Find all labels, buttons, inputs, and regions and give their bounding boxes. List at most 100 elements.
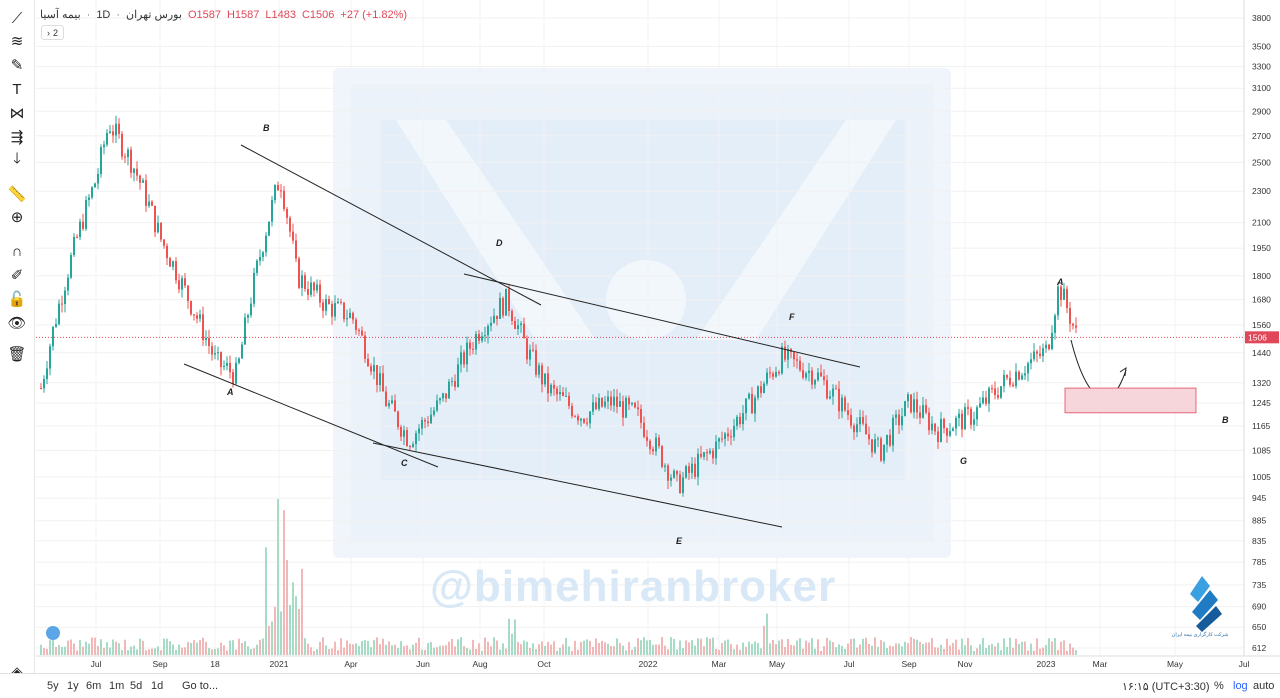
candle-body [199, 314, 201, 319]
timezone-clock[interactable]: ۱۶:۱۵ (UTC+3:30) [1122, 681, 1210, 693]
candle-body [1024, 373, 1026, 376]
candle-body [628, 397, 630, 405]
volume-bar [709, 638, 711, 655]
candle-body [646, 436, 648, 441]
candle-body [874, 439, 876, 453]
volume-bar [247, 646, 249, 655]
candle-body [76, 236, 78, 238]
range-1d-button[interactable]: 1d [151, 680, 164, 692]
broker-caption: شرکت کارگزاری بیمه ایران [1171, 632, 1229, 638]
volume-bar [259, 639, 261, 655]
layers-icon[interactable]: ◈ [5, 662, 29, 682]
candle-body [229, 363, 231, 373]
volume-bar [565, 637, 567, 655]
candle-body [67, 277, 69, 291]
candle-body [571, 405, 573, 417]
volume-bar [298, 608, 300, 655]
volume-bar [811, 638, 813, 655]
auto-toggle[interactable]: auto [1253, 680, 1275, 692]
volume-bar [973, 650, 975, 655]
trash-icon[interactable]: 🗑 [7, 346, 27, 363]
volume-bar [268, 625, 270, 655]
volume-bar [772, 639, 774, 655]
volume-bar [1066, 650, 1068, 655]
log-toggle[interactable]: log [1233, 680, 1248, 692]
candle-body [847, 410, 849, 415]
candle-body [397, 411, 399, 428]
range-1m-button[interactable]: 1m [109, 680, 125, 692]
magnet-icon[interactable]: ∩ [11, 242, 23, 260]
volume-bar [610, 645, 612, 655]
candle-body [136, 168, 138, 176]
text-tool-icon[interactable]: T [12, 80, 22, 98]
volume-bar [172, 644, 174, 655]
candle-body [328, 298, 330, 305]
volume-bar [328, 649, 330, 655]
candle-body [415, 433, 417, 445]
candle-body [382, 373, 384, 392]
goto-button[interactable]: Go to... [182, 680, 219, 692]
candle-body [1009, 377, 1011, 385]
volume-bar [49, 640, 51, 655]
range-5d-button[interactable]: 5d [130, 680, 143, 692]
volume-bar [103, 647, 105, 655]
brush-tool-icon[interactable]: ✎ [10, 57, 24, 74]
volume-bar [457, 639, 459, 655]
volume-bar [1021, 641, 1023, 655]
volume-bar [988, 645, 990, 655]
candle-body [658, 437, 660, 447]
trend-line-tool-icon[interactable]: ⟋ [11, 9, 23, 27]
candle-body [235, 362, 237, 384]
volume-bar [583, 640, 585, 655]
candle-body [319, 284, 321, 303]
candle-body [532, 349, 534, 351]
range-6m-button[interactable]: 6m [86, 680, 102, 692]
arrow-down-icon[interactable]: 🡓 [13, 149, 21, 167]
interval[interactable]: 1D [96, 8, 111, 21]
candle-body [820, 372, 822, 377]
pattern-tool-icon[interactable]: ⋈ [9, 105, 25, 122]
indicators-toggle-button[interactable]: › 2 [41, 25, 65, 40]
zoom-in-icon[interactable]: ⊕ [10, 209, 24, 226]
volume-bar [862, 638, 864, 655]
candle-body [649, 440, 651, 450]
candle-body [736, 416, 738, 426]
price-tick-label: 2300 [1252, 186, 1271, 196]
candle-body [814, 380, 816, 385]
percent-toggle[interactable]: % [1214, 680, 1224, 692]
ruler-tool-icon[interactable]: 📏 [7, 186, 27, 203]
volume-bar [601, 640, 603, 655]
volume-bar [94, 637, 96, 655]
wave-label: E [676, 536, 683, 546]
symbol-name[interactable]: بیمه آسیا [40, 9, 81, 21]
volume-bar [139, 638, 141, 655]
volume-bar [889, 645, 891, 655]
candle-body [697, 453, 699, 477]
price-axis[interactable]: 3800 3500 3300 3100 2900 2700 2500 2300 2100 1950… [1243, 0, 1279, 656]
watermark-text: @bimehiranbroker [430, 562, 837, 611]
candle-body [550, 384, 552, 394]
volume-bar [703, 646, 705, 655]
candle-body [637, 407, 639, 410]
volume-bar [970, 645, 972, 655]
range-1y-button[interactable]: 1y [67, 680, 79, 692]
candle-body [154, 205, 156, 233]
candle-body [781, 346, 783, 374]
fib-tool-icon[interactable]: ≋ [10, 33, 24, 50]
stay-in-drawing-icon[interactable]: ✐ [10, 267, 24, 284]
forecast-tool-icon[interactable]: ⇶ [10, 129, 24, 146]
candle-body [337, 301, 339, 304]
candle-body [601, 397, 603, 407]
eye-icon[interactable]: 👁 [7, 315, 27, 332]
candle-body [673, 470, 675, 478]
candle-body [676, 470, 678, 475]
range-5y-button[interactable]: 5y [47, 680, 59, 692]
candle-body [778, 371, 780, 374]
volume-bar [151, 648, 153, 655]
lock-icon[interactable]: 🔓 [7, 291, 27, 308]
time-axis[interactable]: Jul Sep 18 2021 Apr Jun Aug Oct 2022 Mar May Jul Sep… [36, 655, 1280, 669]
volume-bar [589, 640, 591, 655]
candle-body [370, 366, 372, 372]
candle-body [574, 416, 576, 418]
